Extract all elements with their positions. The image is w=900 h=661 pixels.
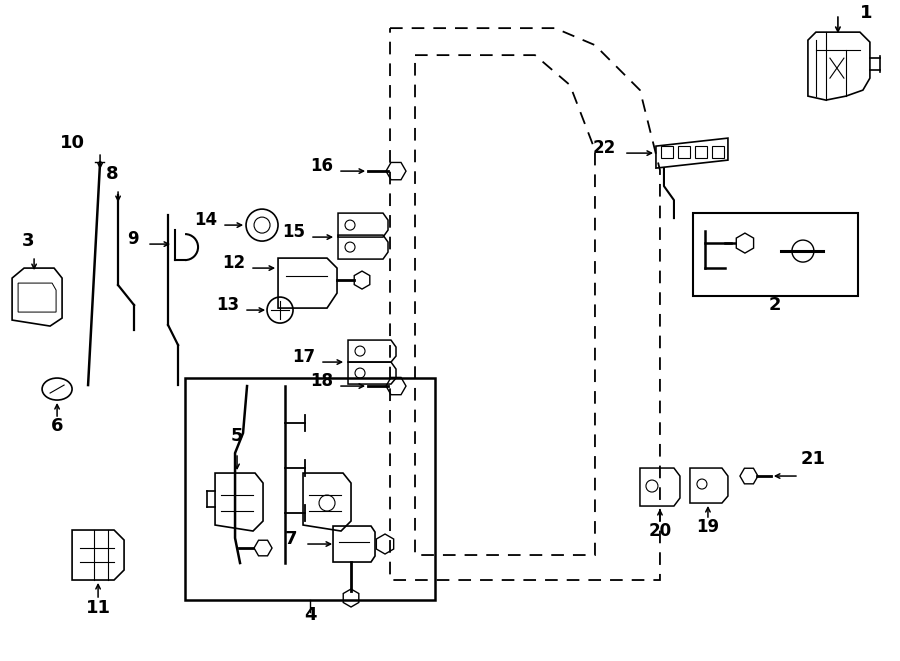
Text: 5: 5 (230, 427, 243, 445)
Text: 19: 19 (697, 518, 719, 536)
Bar (661, 146, 673, 158)
Bar (693, 213, 858, 296)
Text: 21: 21 (800, 450, 825, 468)
Text: 16: 16 (310, 157, 334, 175)
Text: 13: 13 (217, 296, 239, 314)
Text: 2: 2 (769, 296, 781, 314)
Bar (712, 146, 724, 158)
Text: 17: 17 (292, 348, 316, 366)
Text: 1: 1 (860, 4, 872, 22)
Text: 12: 12 (222, 254, 246, 272)
Bar (185, 378, 435, 600)
Bar (695, 146, 707, 158)
Text: 3: 3 (22, 232, 34, 250)
Text: 22: 22 (592, 139, 616, 157)
Text: 8: 8 (106, 165, 119, 183)
Text: 6: 6 (50, 417, 63, 435)
Text: 7: 7 (284, 530, 297, 548)
Text: 4: 4 (304, 606, 316, 624)
Text: 9: 9 (127, 230, 139, 248)
Text: 18: 18 (310, 372, 334, 390)
Text: 11: 11 (86, 599, 111, 617)
Text: 20: 20 (648, 522, 671, 540)
Bar (678, 146, 690, 158)
Text: 15: 15 (283, 223, 305, 241)
Text: 10: 10 (59, 134, 85, 152)
Text: 14: 14 (194, 211, 218, 229)
